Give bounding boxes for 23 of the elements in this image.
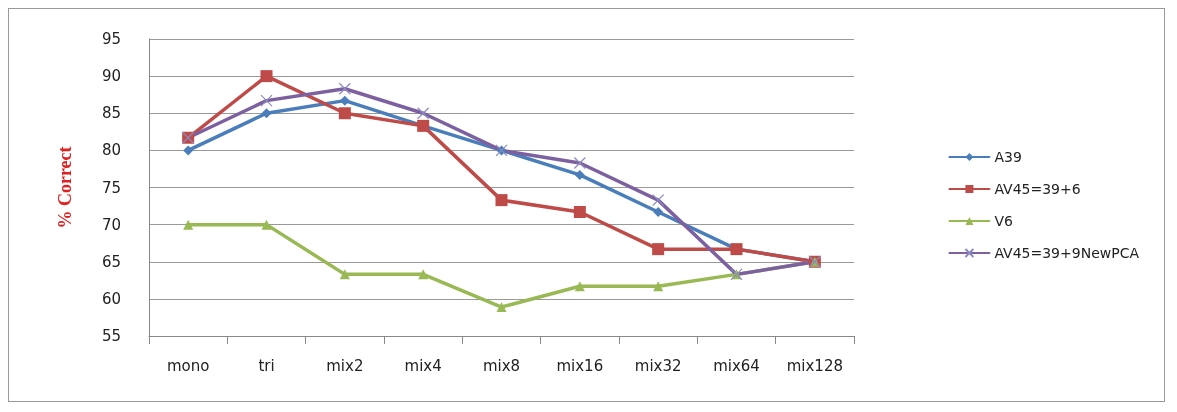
y-tick-label: 65: [101, 252, 121, 271]
y-tick-label: 80: [101, 141, 121, 160]
legend-label: A39: [994, 149, 1022, 165]
y-tick-label: 90: [101, 67, 121, 86]
legend-label: V6: [994, 213, 1013, 229]
y-axis-title: % Correct: [55, 146, 75, 229]
x-tick-label: mix8: [482, 356, 521, 375]
x-tick-label: mix4: [404, 356, 442, 375]
legend-label: AV45=39+9NewPCA: [994, 245, 1140, 261]
y-tick-label: 60: [101, 289, 121, 308]
x-tick-label: mix16: [556, 356, 604, 375]
y-tick-label: 75: [101, 178, 121, 197]
y-tick-label: 95: [101, 30, 121, 48]
x-tick-label: tri: [258, 356, 275, 375]
y-tick-label: 70: [101, 215, 121, 234]
x-tick-label: mix64: [713, 356, 760, 375]
y-tick-label: 85: [101, 104, 121, 123]
x-tick-label: mix128: [786, 356, 843, 375]
x-tick-label: mix2: [326, 356, 364, 375]
legend-label: AV45=39+6: [994, 181, 1081, 197]
x-tick-label: mono: [166, 356, 210, 375]
y-tick-label: 55: [101, 327, 121, 345]
x-tick-label: mix32: [634, 356, 682, 375]
